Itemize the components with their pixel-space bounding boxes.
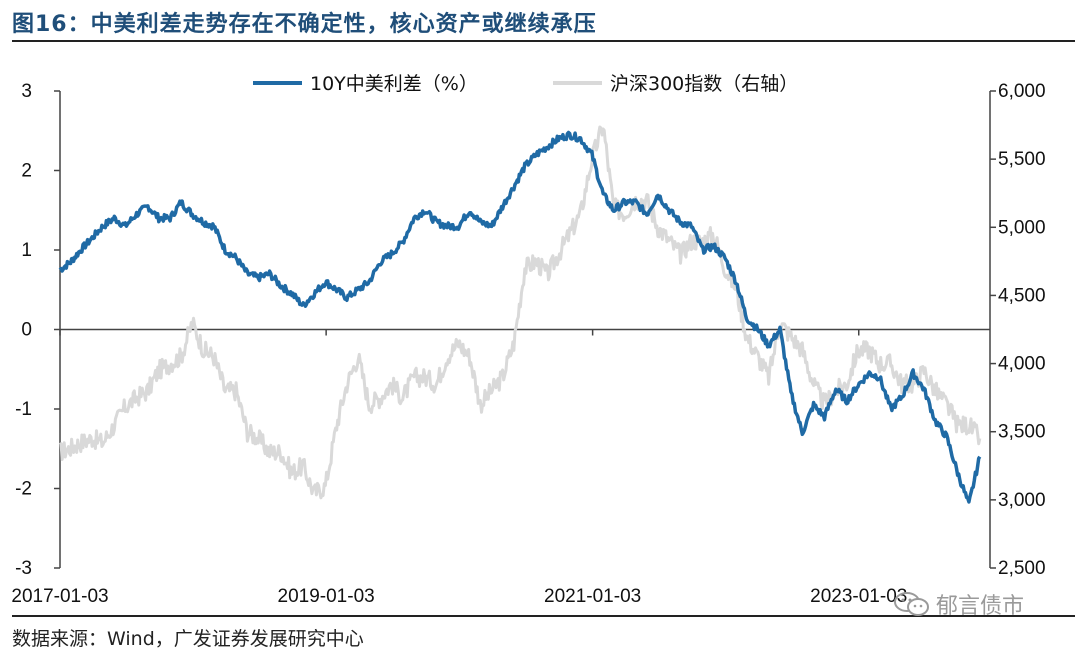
watermark-text: 郁言债市 [936, 594, 1025, 619]
legend-label-csi300: 沪深300指数（右轴） [610, 73, 798, 95]
left-tick-label: 1 [21, 240, 32, 261]
x-tick-label: 2023-01-03 [810, 586, 907, 607]
figure-title: 图16：中美利差走势存在不确定性，核心资产或继续承压 [12, 12, 597, 37]
chart-legend: 10Y中美利差（%） 沪深300指数（右轴） [253, 73, 798, 95]
watermark: 郁言债市 [892, 588, 1024, 620]
legend-label-spread: 10Y中美利差（%） [310, 73, 478, 95]
spread-line [58, 130, 982, 504]
title-divider [12, 40, 1075, 42]
right-tick-label: 4,500 [998, 285, 1046, 306]
source-note: 数据来源：Wind，广发证券发展研究中心 [12, 628, 364, 650]
x-tick-label: 2021-01-03 [544, 586, 641, 607]
right-tick-label: 3,000 [998, 490, 1046, 511]
chart-axes [54, 90, 996, 569]
dual-axis-line-chart: 3 2 1 0 -1 -2 -3 6,000 5,500 5,000 4,500 4,000 3,500… [11, 73, 1045, 607]
csi300-line [58, 125, 982, 500]
chart-series [58, 125, 982, 504]
wechat-icon [894, 592, 929, 616]
left-tick-label: -2 [15, 479, 32, 500]
right-tick-label: 6,000 [998, 81, 1046, 102]
left-tick-label: 3 [21, 81, 32, 102]
left-tick-label: -1 [15, 399, 32, 420]
right-tick-label: 2,500 [998, 558, 1046, 579]
left-tick-label: 0 [21, 320, 32, 341]
right-tick-label: 4,000 [998, 354, 1046, 375]
chart-tick-labels: 3 2 1 0 -1 -2 -3 6,000 5,500 5,000 4,500 4,000 3,500… [11, 81, 1045, 607]
left-tick-label: 2 [21, 161, 32, 182]
footer-divider [12, 615, 1075, 617]
right-tick-label: 3,500 [998, 422, 1046, 443]
left-tick-label: -3 [15, 558, 32, 579]
x-tick-label: 2017-01-03 [11, 586, 108, 607]
right-tick-label: 5,500 [998, 149, 1046, 170]
right-tick-label: 5,000 [998, 217, 1046, 238]
x-tick-label: 2019-01-03 [278, 586, 375, 607]
